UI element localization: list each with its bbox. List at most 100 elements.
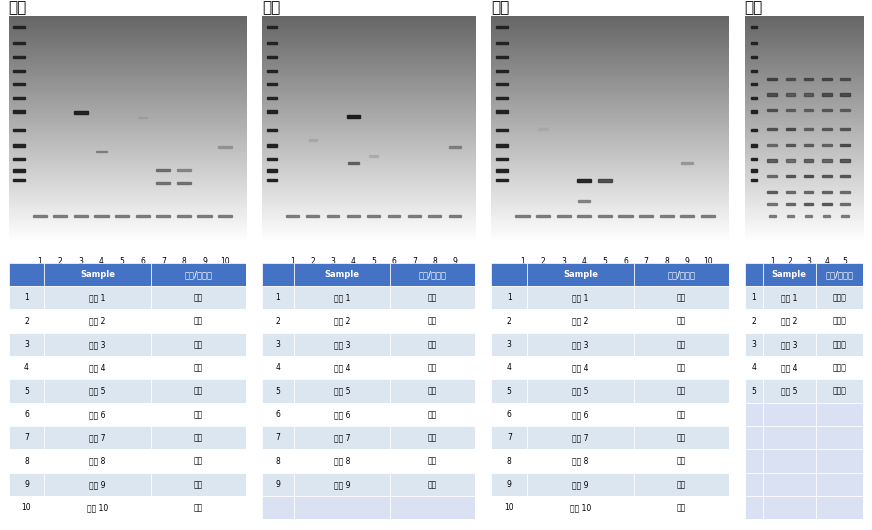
Text: 한우: 한우 xyxy=(677,386,685,395)
FancyBboxPatch shape xyxy=(762,356,816,379)
Bar xyxy=(138,117,147,118)
Text: 5: 5 xyxy=(276,386,281,395)
Bar xyxy=(767,128,777,130)
Bar xyxy=(751,97,757,99)
Bar xyxy=(496,129,508,131)
Text: 한우: 한우 xyxy=(428,316,437,325)
Text: 젖소 1: 젖소 1 xyxy=(781,293,797,302)
FancyBboxPatch shape xyxy=(151,403,246,426)
Text: 1: 1 xyxy=(770,257,774,266)
Text: 황우 8: 황우 8 xyxy=(90,456,106,465)
Bar xyxy=(496,170,508,172)
Text: 3: 3 xyxy=(806,257,811,266)
FancyBboxPatch shape xyxy=(745,356,762,379)
Bar xyxy=(822,144,832,146)
Bar xyxy=(267,129,277,131)
FancyBboxPatch shape xyxy=(9,426,44,449)
Bar xyxy=(13,158,25,161)
FancyBboxPatch shape xyxy=(151,496,246,519)
Bar xyxy=(428,215,441,217)
Bar xyxy=(556,215,571,217)
Bar xyxy=(32,215,47,217)
Bar xyxy=(841,160,850,162)
Bar xyxy=(348,162,358,164)
Text: 비한우: 비한우 xyxy=(833,340,847,349)
Bar xyxy=(786,144,795,146)
Bar xyxy=(267,158,277,161)
FancyBboxPatch shape xyxy=(44,426,151,449)
Text: 10: 10 xyxy=(703,257,712,266)
FancyBboxPatch shape xyxy=(745,310,762,333)
FancyBboxPatch shape xyxy=(527,449,634,473)
FancyBboxPatch shape xyxy=(262,356,294,379)
Bar xyxy=(659,215,674,217)
Text: 1: 1 xyxy=(276,293,280,302)
Bar xyxy=(822,202,832,205)
Text: 젖소 5: 젖소 5 xyxy=(781,386,797,395)
Text: 2: 2 xyxy=(276,316,280,325)
Bar xyxy=(767,144,777,146)
Text: 2: 2 xyxy=(507,316,512,325)
Bar xyxy=(347,215,360,217)
Text: 젖소 4: 젖소 4 xyxy=(781,363,797,372)
Bar xyxy=(309,139,317,141)
Text: 6: 6 xyxy=(140,257,145,266)
Bar xyxy=(156,182,170,184)
FancyBboxPatch shape xyxy=(492,286,527,310)
Text: 4: 4 xyxy=(507,363,512,372)
Text: 황우 3: 황우 3 xyxy=(90,340,106,349)
FancyBboxPatch shape xyxy=(527,496,634,519)
FancyBboxPatch shape xyxy=(634,286,729,310)
FancyBboxPatch shape xyxy=(527,263,634,286)
Text: 흑우 2: 흑우 2 xyxy=(572,316,589,325)
FancyBboxPatch shape xyxy=(634,426,729,449)
Bar xyxy=(156,215,170,217)
Text: 황우 2: 황우 2 xyxy=(90,316,106,325)
Text: 2: 2 xyxy=(752,316,756,325)
Bar xyxy=(218,146,232,148)
Text: 6: 6 xyxy=(392,257,397,266)
FancyBboxPatch shape xyxy=(390,379,475,403)
Text: 9: 9 xyxy=(24,480,29,489)
Text: 한우: 한우 xyxy=(194,410,203,419)
Bar xyxy=(286,215,299,217)
FancyBboxPatch shape xyxy=(151,426,246,449)
Text: 황우: 황우 xyxy=(9,0,27,15)
FancyBboxPatch shape xyxy=(9,356,44,379)
Bar xyxy=(578,200,590,202)
Text: 7: 7 xyxy=(412,257,417,266)
Bar xyxy=(13,145,25,147)
FancyBboxPatch shape xyxy=(9,473,44,496)
Text: 3: 3 xyxy=(562,257,566,266)
Text: 한우: 한우 xyxy=(194,480,203,489)
Text: 한우: 한우 xyxy=(428,386,437,395)
Bar xyxy=(639,215,653,217)
FancyBboxPatch shape xyxy=(151,333,246,356)
Text: 4: 4 xyxy=(582,257,587,266)
Bar xyxy=(13,170,25,172)
Bar xyxy=(751,42,757,44)
Bar xyxy=(841,215,848,217)
Bar xyxy=(786,93,795,95)
Text: 한우: 한우 xyxy=(194,316,203,325)
Text: 1: 1 xyxy=(290,257,295,266)
FancyBboxPatch shape xyxy=(390,496,475,519)
FancyBboxPatch shape xyxy=(745,286,762,310)
Text: 3: 3 xyxy=(751,340,756,349)
FancyBboxPatch shape xyxy=(44,473,151,496)
FancyBboxPatch shape xyxy=(262,496,294,519)
Bar xyxy=(786,160,795,162)
Bar xyxy=(787,215,794,217)
Bar xyxy=(822,93,832,95)
FancyBboxPatch shape xyxy=(294,403,390,426)
Bar xyxy=(370,155,378,157)
Text: 10: 10 xyxy=(221,257,230,266)
Text: 흑우 9: 흑우 9 xyxy=(572,480,589,489)
Bar xyxy=(496,83,508,85)
Bar xyxy=(841,93,850,95)
FancyBboxPatch shape xyxy=(745,263,762,286)
FancyBboxPatch shape xyxy=(492,356,527,379)
FancyBboxPatch shape xyxy=(294,379,390,403)
Bar xyxy=(767,202,777,205)
FancyBboxPatch shape xyxy=(294,333,390,356)
